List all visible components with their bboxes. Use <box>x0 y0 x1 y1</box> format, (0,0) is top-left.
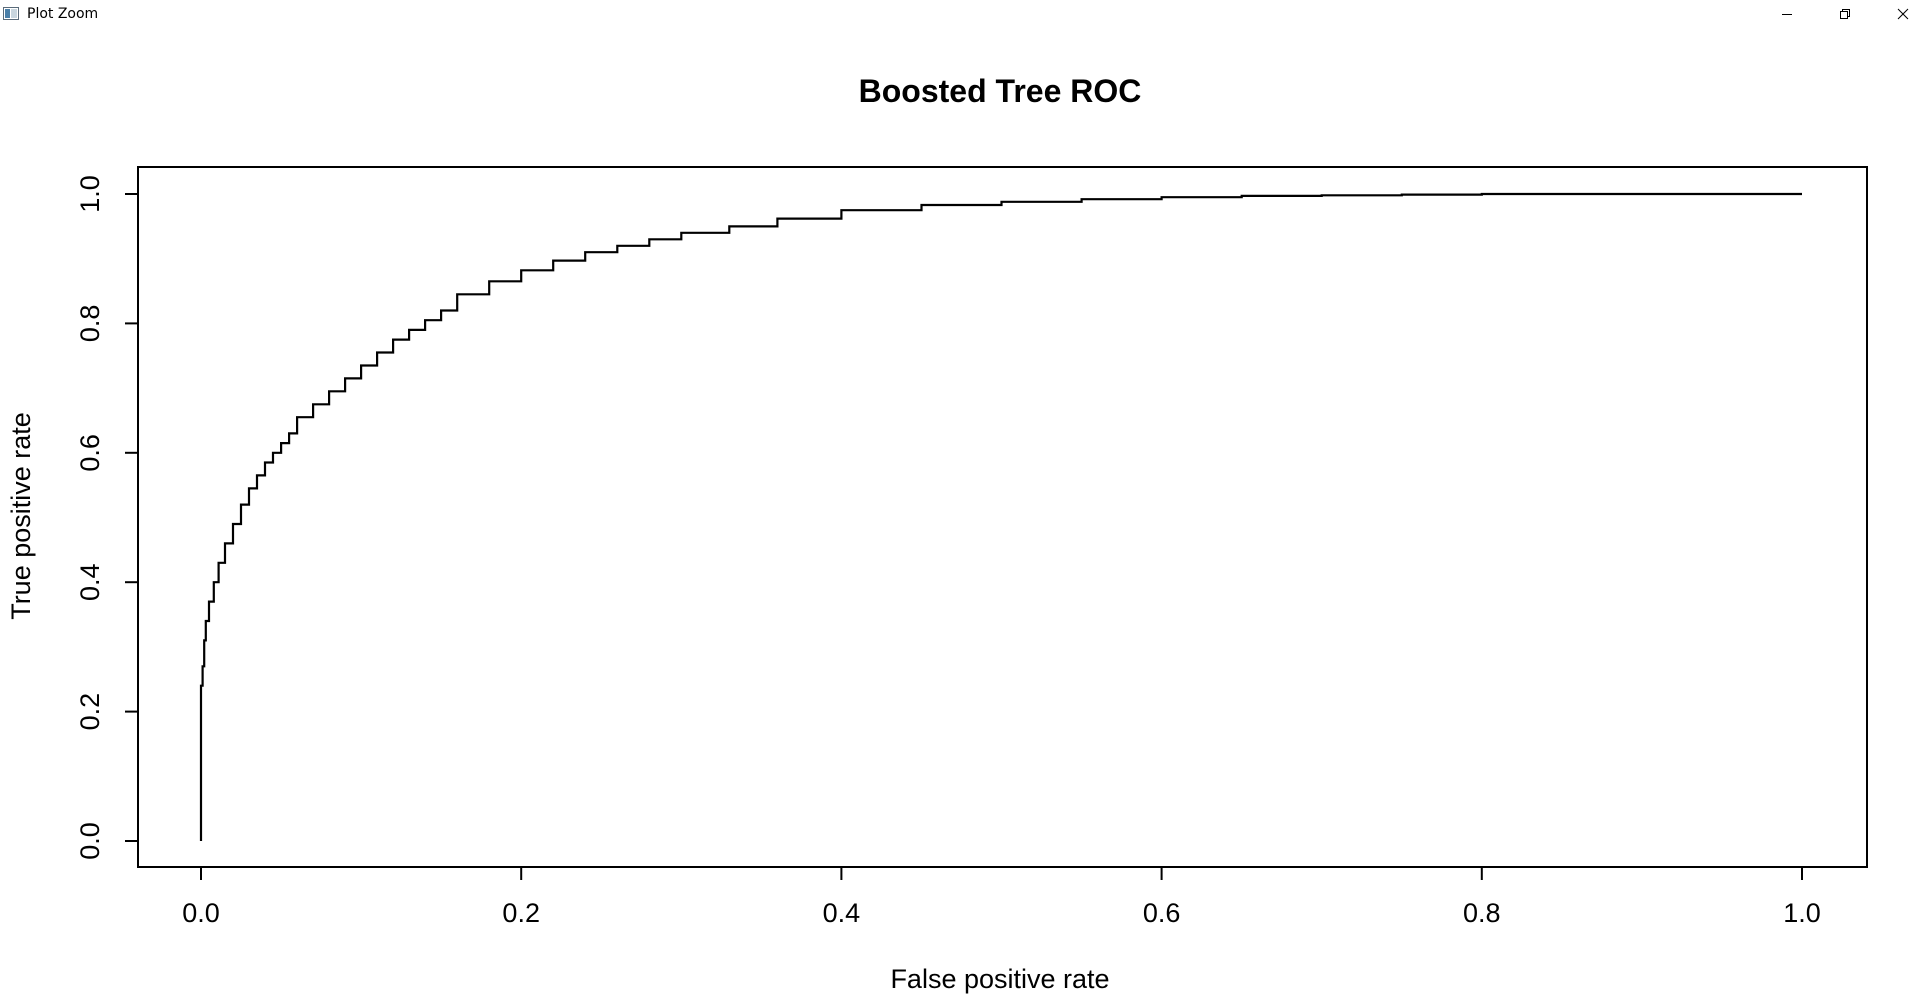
x-tick-label: 0.6 <box>1143 898 1181 928</box>
restore-button[interactable] <box>1816 0 1874 28</box>
minimize-button[interactable] <box>1758 0 1816 28</box>
y-tick-label: 0.6 <box>75 434 105 472</box>
x-tick-label: 0.0 <box>182 898 220 928</box>
restore-icon <box>1840 9 1850 19</box>
x-tick-label: 1.0 <box>1783 898 1821 928</box>
y-tick-label: 0.8 <box>75 305 105 343</box>
x-axis: 0.0 0.2 0.4 0.6 0.8 1.0 <box>182 866 1821 928</box>
x-tick-label: 0.8 <box>1463 898 1501 928</box>
minimize-icon <box>1782 14 1792 15</box>
series-layer <box>199 192 1802 841</box>
close-button[interactable] <box>1874 0 1920 28</box>
y-axis: 0.0 0.2 0.4 0.6 0.8 1.0 <box>75 175 139 860</box>
y-tick-label: 1.0 <box>75 175 105 213</box>
plot-frame <box>137 166 1868 868</box>
y-tick-label: 0.4 <box>75 563 105 601</box>
roc-chart: Boosted Tree ROC 0.0 0.2 0.4 0.6 0.8 1.0 0.00… <box>6 73 1868 994</box>
roc-curve <box>199 192 1802 841</box>
x-axis-label: False positive rate <box>890 964 1109 994</box>
chart-title: Boosted Tree ROC <box>859 73 1142 109</box>
y-tick-label: 0.0 <box>75 822 105 860</box>
window-title: Plot Zoom <box>27 6 99 22</box>
plot-area: Boosted Tree ROC 0.0 0.2 0.4 0.6 0.8 1.0 0.0 0… <box>0 28 1920 1001</box>
x-tick-label: 0.4 <box>823 898 861 928</box>
window-titlebar[interactable]: Plot Zoom <box>0 0 1920 28</box>
y-tick-label: 0.2 <box>75 693 105 731</box>
y-axis-label: True positive rate <box>6 412 36 620</box>
plot-window-icon <box>3 7 19 20</box>
close-icon <box>1897 8 1909 20</box>
x-tick-label: 0.2 <box>502 898 540 928</box>
